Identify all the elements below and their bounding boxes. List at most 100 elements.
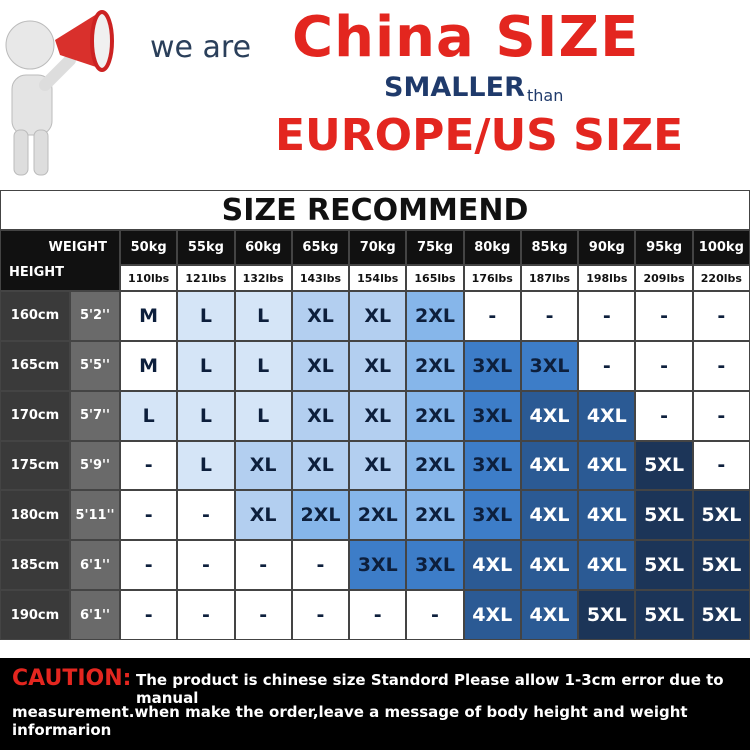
size-cell: XL <box>234 440 292 491</box>
weight-kg: 80kg <box>463 230 521 265</box>
weight-lbs: 187lbs <box>520 265 579 291</box>
weight-kg: 70kg <box>349 230 407 265</box>
height-cm: 185cm <box>0 540 70 591</box>
size-cell: 4XL <box>520 440 579 491</box>
weight-lbs: 132lbs <box>234 265 292 291</box>
size-cell: M <box>120 291 178 341</box>
size-cell: 5XL <box>635 540 693 591</box>
size-cell: XL <box>291 340 350 391</box>
size-cell: 4XL <box>520 490 579 541</box>
size-cell: 3XL <box>406 540 464 591</box>
weight-lbs: 154lbs <box>349 265 407 291</box>
height-label: HEIGHT <box>9 265 65 280</box>
size-cell: 5XL <box>692 590 750 640</box>
weight-lbs: 110lbs <box>120 265 178 291</box>
size-cell: - <box>463 291 521 341</box>
size-cell: XL <box>234 490 292 541</box>
height-cm: 160cm <box>0 291 70 341</box>
size-cell: 2XL <box>406 490 464 541</box>
weight-lbs: 209lbs <box>635 265 693 291</box>
size-cell: - <box>692 291 750 341</box>
size-cell: - <box>120 590 178 640</box>
size-cell: 5XL <box>578 590 636 640</box>
caution-line: The product is chinese size Standord Ple… <box>136 671 724 707</box>
size-cell: 2XL <box>291 490 350 541</box>
size-cell: XL <box>291 390 350 441</box>
size-cell: - <box>349 590 407 640</box>
header-europe: EUROPE/US SIZE <box>275 110 684 161</box>
height-cm: 165cm <box>0 340 70 391</box>
height-cm: 190cm <box>0 590 70 640</box>
size-cell: - <box>120 490 178 541</box>
weight-kg: 65kg <box>291 230 350 265</box>
size-cell: - <box>635 291 693 341</box>
height-cm: 170cm <box>0 390 70 441</box>
size-cell: 2XL <box>349 490 407 541</box>
height-ft: 5'2'' <box>70 291 120 341</box>
weight-kg: 75kg <box>406 230 464 265</box>
size-cell: 3XL <box>520 340 579 391</box>
size-cell: - <box>177 490 235 541</box>
size-cell: XL <box>349 340 407 391</box>
size-cell: L <box>177 340 235 391</box>
weight-kg: 100kg <box>692 230 750 265</box>
weight-lbs: 165lbs <box>406 265 464 291</box>
size-cell: 3XL <box>349 540 407 591</box>
weight-lbs: 176lbs <box>463 265 521 291</box>
size-cell: L <box>177 291 235 341</box>
height-ft: 5'5'' <box>70 340 120 391</box>
table-title: SIZE RECOMMEND <box>0 190 750 230</box>
corner: WEIGHT HEIGHT <box>0 230 120 291</box>
size-cell: L <box>120 390 178 441</box>
size-cell: L <box>234 291 292 341</box>
size-cell: 5XL <box>692 490 750 541</box>
height-cm: 175cm <box>0 440 70 491</box>
size-cell: L <box>177 390 235 441</box>
weight-kg: 90kg <box>578 230 636 265</box>
size-cell: - <box>406 590 464 640</box>
size-cell: 3XL <box>463 340 521 391</box>
size-cell: - <box>692 340 750 391</box>
weight-lbs: 198lbs <box>578 265 636 291</box>
size-cell: - <box>291 590 350 640</box>
weight-kg: 85kg <box>520 230 579 265</box>
weight-label: WEIGHT <box>48 240 107 255</box>
size-cell: - <box>692 390 750 441</box>
size-cell: 4XL <box>520 390 579 441</box>
weight-kg: 60kg <box>234 230 292 265</box>
size-cell: 5XL <box>635 440 693 491</box>
height-ft: 5'7'' <box>70 390 120 441</box>
weight-kg: 50kg <box>120 230 178 265</box>
size-cell: 2XL <box>406 390 464 441</box>
size-cell: 5XL <box>635 590 693 640</box>
size-table: SIZE RECOMMEND WEIGHT HEIGHT 50kg 110lbs 55kg… <box>0 190 750 640</box>
size-cell: - <box>234 590 292 640</box>
size-cell: - <box>177 590 235 640</box>
size-cell: XL <box>349 291 407 341</box>
size-cell: - <box>520 291 579 341</box>
size-cell: - <box>635 390 693 441</box>
weight-lbs: 121lbs <box>177 265 235 291</box>
height-ft: 5'9'' <box>70 440 120 491</box>
size-cell: 5XL <box>635 490 693 541</box>
size-cell: - <box>177 540 235 591</box>
size-cell: XL <box>349 440 407 491</box>
header-china: China SIZE <box>292 5 640 70</box>
size-cell: XL <box>291 440 350 491</box>
size-cell: 4XL <box>520 540 579 591</box>
weight-lbs: 143lbs <box>291 265 350 291</box>
size-cell: L <box>234 340 292 391</box>
size-cell: 2XL <box>406 291 464 341</box>
size-cell: 5XL <box>692 540 750 591</box>
weight-kg: 95kg <box>635 230 693 265</box>
caution-label: CAUTION: <box>12 666 132 691</box>
size-cell: - <box>578 291 636 341</box>
size-cell: 3XL <box>463 440 521 491</box>
size-cell: 4XL <box>578 540 636 591</box>
size-cell: XL <box>291 291 350 341</box>
size-cell: - <box>578 340 636 391</box>
weight-lbs: 220lbs <box>692 265 750 291</box>
size-cell: 3XL <box>463 390 521 441</box>
height-ft: 5'11'' <box>70 490 120 541</box>
